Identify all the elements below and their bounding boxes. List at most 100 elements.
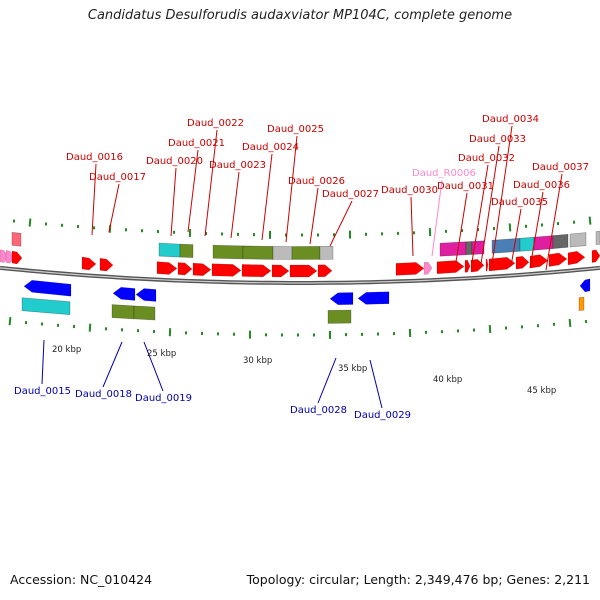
leader-line xyxy=(431,179,443,257)
tick-mark xyxy=(24,321,28,325)
gene-label-top: Daud_0034 xyxy=(482,114,539,125)
leader-line xyxy=(480,145,500,265)
forward-gene-arrow xyxy=(99,258,114,272)
leader-line xyxy=(471,164,489,263)
forward-gene-arrow xyxy=(177,262,193,276)
tick-mark xyxy=(297,333,299,337)
tick-mark xyxy=(568,318,572,328)
tick-mark xyxy=(140,229,144,233)
leader-line xyxy=(143,341,164,392)
leader-line xyxy=(230,171,240,239)
gene-label-top: Daud_0033 xyxy=(469,134,526,145)
cog-block xyxy=(578,296,585,311)
tick-mark xyxy=(220,232,224,236)
forward-gene-arrow xyxy=(395,262,425,276)
forward-gene-arrow xyxy=(591,249,600,263)
leader-line xyxy=(309,187,319,245)
tick-mark xyxy=(168,328,172,337)
backbone-highlight xyxy=(0,267,600,284)
gene-label-top: Daud_0024 xyxy=(242,142,299,153)
tick-mark xyxy=(472,328,476,332)
forward-gene-arrow xyxy=(548,252,568,267)
gene-label-top: Daud_0016 xyxy=(66,152,123,163)
cog-block xyxy=(272,246,293,260)
forward-gene-arrow xyxy=(423,261,433,275)
gene-label-top: Daud_0020 xyxy=(146,156,203,167)
gene-label-top: Daud_0036 xyxy=(513,180,570,191)
cog-block xyxy=(133,305,156,321)
tick-mark xyxy=(200,331,204,335)
tick-mark xyxy=(124,228,128,232)
tick-mark xyxy=(312,333,316,337)
forward-gene-arrow xyxy=(192,262,212,276)
tick-mark xyxy=(28,218,32,227)
leader-line xyxy=(455,192,468,263)
gene-label-top: Daud_0027 xyxy=(322,189,379,200)
forward-gene-arrow xyxy=(436,260,465,275)
tick-mark xyxy=(252,233,256,237)
cog-block xyxy=(111,304,135,320)
cog-block xyxy=(595,230,600,245)
tick-mark xyxy=(572,220,576,224)
topology-text: Topology: circular; Length: 2,349,476 bp… xyxy=(246,572,590,587)
cog-block xyxy=(179,243,194,258)
tick-mark xyxy=(316,233,320,237)
leader-line xyxy=(545,173,563,271)
tick-mark xyxy=(268,230,272,239)
tick-mark xyxy=(88,323,92,332)
tick-mark xyxy=(504,326,508,330)
tick-mark xyxy=(232,332,236,336)
leader-line xyxy=(510,208,522,267)
tick-mark xyxy=(412,231,416,235)
gene-label-top: Daud_0030 xyxy=(381,185,438,196)
scale-label: 45 kbp xyxy=(527,386,556,396)
gene-label-top: Daud_0032 xyxy=(458,153,515,164)
cog-block xyxy=(327,309,352,324)
tick-mark xyxy=(92,226,96,230)
scale-label: 35 kbp xyxy=(338,364,367,374)
cog-block xyxy=(242,245,274,260)
leader-line xyxy=(529,191,544,269)
gene-label-bottom: Daud_0029 xyxy=(354,410,411,421)
gene-label-top: Daud_0035 xyxy=(491,197,548,208)
cog-block xyxy=(158,242,181,258)
leader-line xyxy=(329,200,353,247)
forward-gene-arrow xyxy=(317,264,333,278)
scale-label: 40 kbp xyxy=(433,375,462,385)
leader-line xyxy=(102,341,123,388)
gene-label-top: Daud_0031 xyxy=(437,181,494,192)
backbone xyxy=(0,265,600,285)
forward-gene-arrow xyxy=(289,264,318,278)
forward-gene-arrow xyxy=(271,264,290,278)
reverse-gene-arrow xyxy=(329,292,354,306)
reverse-gene-arrow xyxy=(112,286,136,301)
forward-gene-arrow xyxy=(11,250,23,265)
leader-line xyxy=(41,339,45,385)
tick-mark xyxy=(332,233,336,237)
tick-mark xyxy=(60,223,64,227)
tick-mark xyxy=(156,230,160,234)
gene-label-top: Daud_0021 xyxy=(168,138,225,149)
gene-label-bottom: Daud_0019 xyxy=(135,393,192,404)
forward-gene-arrow xyxy=(211,263,242,277)
tick-mark xyxy=(328,330,332,339)
forward-gene-arrow xyxy=(529,254,549,269)
forward-gene-arrow xyxy=(515,255,530,270)
forward-gene-arrow xyxy=(470,259,485,273)
tick-mark xyxy=(392,332,396,336)
cog-blocks xyxy=(11,230,600,324)
tick-mark xyxy=(280,333,284,337)
forward-gene-arrow xyxy=(81,256,97,271)
scale-label: 20 kbp xyxy=(52,345,81,355)
tick-mark xyxy=(236,232,240,236)
tick-mark xyxy=(492,227,496,231)
tick-mark xyxy=(248,330,252,339)
tick-mark xyxy=(552,322,556,326)
forward-gene-arrow xyxy=(464,259,471,273)
forward-gene-arrow xyxy=(567,251,586,266)
tick-mark xyxy=(380,232,384,236)
tick-mark xyxy=(536,324,540,328)
tick-mark xyxy=(524,224,528,228)
